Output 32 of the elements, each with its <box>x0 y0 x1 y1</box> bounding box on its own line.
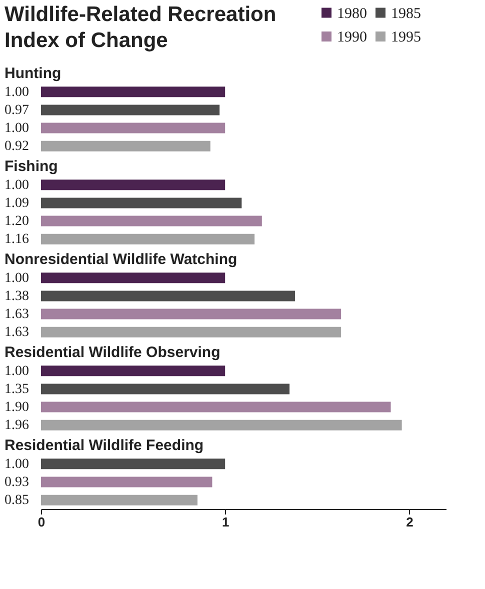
data-label: 0.97 <box>4 102 29 118</box>
y-tick-label: Nonresidential Wildlife Watching <box>4 251 238 268</box>
data-label: 0.92 <box>4 139 29 154</box>
data-label: 1.00 <box>4 364 29 379</box>
y-tick-label: Hunting <box>4 65 62 82</box>
legend-label: 1985 <box>391 6 421 22</box>
data-label: 1.00 <box>4 84 29 100</box>
data-label: 1.63 <box>4 325 29 340</box>
legend-label: 1990 <box>337 30 367 46</box>
x-tick-label: 1 <box>222 514 230 530</box>
data-label: 1.00 <box>4 121 29 136</box>
data-label: 1.00 <box>4 270 29 286</box>
x-tick-label: 2 <box>406 514 414 530</box>
data-label: 1.35 <box>4 382 29 397</box>
legend-label: 1995 <box>391 30 421 46</box>
data-label: 1.90 <box>4 400 29 416</box>
data-label: 1.20 <box>4 214 29 230</box>
y-tick-label: Residential Wildlife Observing <box>4 344 220 361</box>
data-label: 0.85 <box>4 493 29 508</box>
data-label: 1.09 <box>4 196 29 211</box>
data-label: 1.96 <box>4 418 29 434</box>
data-label: 1.00 <box>4 178 29 193</box>
data-label: 0.93 <box>4 475 29 490</box>
x-tick-label: 0 <box>38 514 46 530</box>
chart-title: Wildlife-Related Recreation Index of Change <box>4 3 276 52</box>
data-label: 1.16 <box>4 232 29 248</box>
data-label: 1.00 <box>4 456 29 472</box>
y-tick-label: Fishing <box>4 158 58 175</box>
data-label: 1.63 <box>4 307 29 322</box>
data-label: 1.38 <box>4 288 29 304</box>
y-tick-label: Residential Wildlife Feeding <box>4 437 204 454</box>
legend-label: 1980 <box>337 6 367 22</box>
